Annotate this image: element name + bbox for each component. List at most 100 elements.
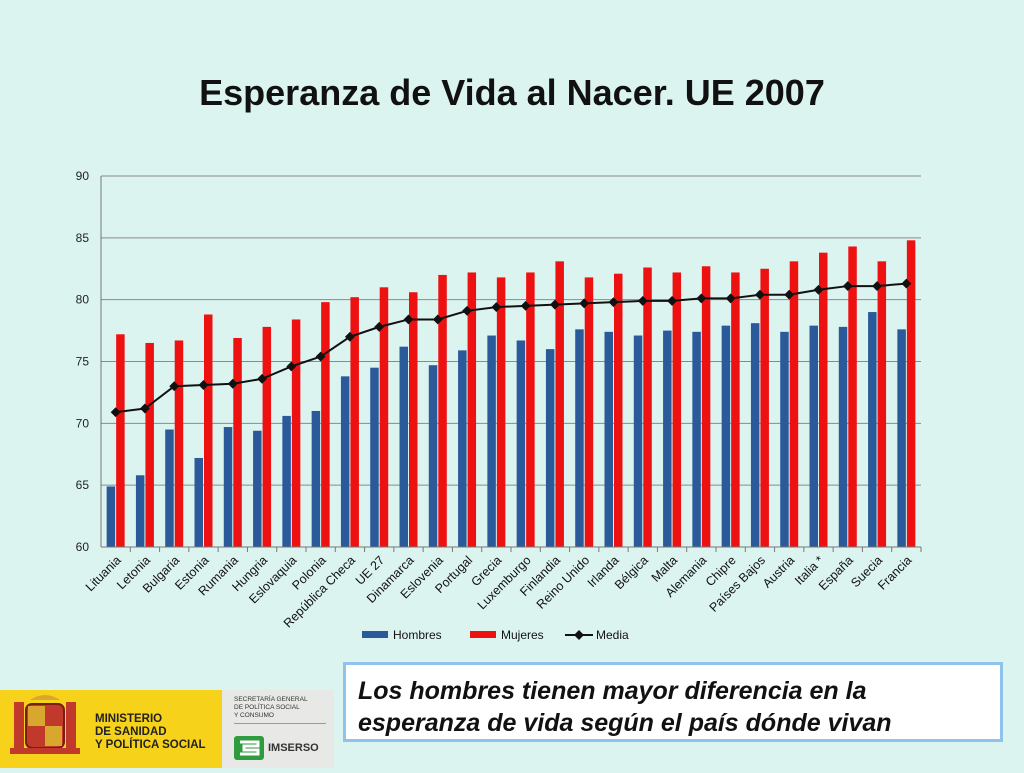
imserso-name: IMSERSO <box>268 742 319 754</box>
bar-mujeres <box>672 272 682 547</box>
bar-mujeres <box>174 340 184 547</box>
bar-mujeres <box>760 268 769 547</box>
chart-legend: Hombres Mujeres Media <box>362 628 629 642</box>
point-media <box>198 380 209 390</box>
callout-box: Los hombres tienen mayor diferencia en l… <box>343 662 1003 742</box>
point-media <box>549 299 560 310</box>
slide-title: Esperanza de Vida al Nacer. UE 2007 <box>199 72 825 113</box>
bar-hombres <box>458 350 467 547</box>
bar-mujeres <box>233 338 242 547</box>
point-media <box>754 289 765 300</box>
bar-hombres <box>165 429 174 547</box>
bar-hombres <box>633 335 643 547</box>
bar-hombres <box>428 365 438 547</box>
point-media <box>403 314 414 325</box>
point-media <box>872 281 883 292</box>
bar-mujeres <box>643 267 652 547</box>
legend-swatch <box>470 631 496 638</box>
point-media <box>842 281 853 292</box>
bar-hombres <box>838 326 848 547</box>
point-media <box>374 321 385 332</box>
point-media <box>520 300 531 311</box>
legend-label: Media <box>596 628 629 642</box>
bar-hombres <box>897 329 906 547</box>
life-expectancy-chart: 60657075808590LituaniaLetoniaBulgariaEst… <box>76 169 922 642</box>
imserso-logo: SECRETARÍA GENERAL DE POLÍTICA SOCIAL Y … <box>222 690 334 768</box>
bar-mujeres <box>819 252 828 547</box>
point-media <box>579 298 590 309</box>
bar-hombres <box>223 427 233 547</box>
point-media <box>491 302 502 313</box>
bar-mujeres <box>906 240 916 547</box>
point-media <box>257 373 268 384</box>
point-media <box>139 403 150 414</box>
point-media <box>725 293 736 304</box>
y-tick-label: 65 <box>76 478 90 492</box>
y-tick-label: 90 <box>76 169 90 183</box>
bar-mujeres <box>848 246 857 548</box>
point-media <box>462 305 473 316</box>
ministry-name: MINISTERIO DE SANIDAD Y POLÍTICA SOCIAL <box>95 713 206 751</box>
point-media <box>344 331 355 342</box>
point-media <box>608 297 619 308</box>
legend-swatch <box>362 631 388 638</box>
bar-hombres <box>780 331 789 547</box>
bar-mujeres <box>877 261 887 547</box>
imserso-icon <box>234 736 264 760</box>
bar-hombres <box>135 475 145 547</box>
bar-hombres <box>106 486 116 547</box>
point-media <box>227 378 238 389</box>
bar-mujeres <box>555 261 564 547</box>
bar-mujeres <box>789 261 799 547</box>
coat-of-arms-icon <box>10 695 80 754</box>
bar-hombres <box>721 325 731 547</box>
bar-hombres <box>340 376 350 547</box>
legend-label: Mujeres <box>501 628 544 642</box>
bar-mujeres <box>379 287 389 547</box>
bar-mujeres <box>291 319 301 547</box>
line-media <box>115 282 907 414</box>
bar-mujeres <box>116 334 125 547</box>
point-media <box>315 351 326 362</box>
bar-hombres <box>194 457 203 547</box>
bar-mujeres <box>584 277 594 547</box>
bar-hombres <box>282 415 291 547</box>
y-tick-label: 75 <box>76 355 90 369</box>
bar-hombres <box>370 367 379 547</box>
y-tick-label: 80 <box>76 293 90 307</box>
bar-hombres <box>311 410 321 547</box>
bar-mujeres <box>526 272 535 547</box>
point-media <box>286 361 297 372</box>
legend-marker <box>574 630 584 640</box>
chart-mean-line <box>110 278 912 418</box>
bar-mujeres <box>321 302 330 547</box>
bar-mujeres <box>350 297 359 547</box>
bar-mujeres <box>496 277 506 547</box>
point-media <box>813 284 824 295</box>
point-media <box>637 295 648 306</box>
point-media <box>901 278 912 289</box>
x-tick-label: Austria <box>760 553 797 590</box>
point-media <box>667 295 678 306</box>
bar-hombres <box>692 331 701 547</box>
bar-hombres <box>253 430 262 547</box>
bar-mujeres <box>145 342 154 547</box>
bar-hombres <box>809 325 818 547</box>
point-media <box>169 381 180 392</box>
bar-hombres <box>545 349 555 547</box>
point-media <box>432 314 443 325</box>
ministry-logo: MINISTERIO DE SANIDAD Y POLÍTICA SOCIAL <box>0 690 222 768</box>
bar-mujeres <box>204 314 213 547</box>
bar-hombres <box>487 335 496 547</box>
point-media <box>784 289 795 300</box>
point-media <box>696 293 707 304</box>
bar-mujeres <box>701 266 711 547</box>
y-tick-label: 70 <box>76 416 90 430</box>
y-tick-label: 85 <box>76 231 90 245</box>
bar-hombres <box>750 323 760 547</box>
bar-hombres <box>516 340 526 547</box>
bar-hombres <box>604 331 613 547</box>
bar-mujeres <box>614 273 623 547</box>
bar-mujeres <box>262 326 272 547</box>
bar-hombres <box>663 330 672 547</box>
